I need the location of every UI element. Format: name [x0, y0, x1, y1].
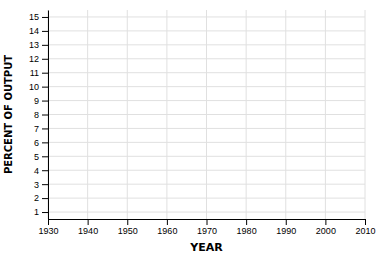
tick: 1950 — [118, 219, 138, 236]
tick-label: 2000 — [316, 226, 336, 236]
tick-mark — [42, 73, 48, 74]
tick: 4 — [34, 166, 48, 176]
tick-label: 1960 — [157, 226, 177, 236]
tick-label: 2 — [34, 193, 39, 203]
tick-label: 6 — [34, 138, 39, 148]
tick: 8 — [34, 110, 48, 120]
grid-line — [48, 72, 365, 73]
tick-label: 1980 — [237, 226, 257, 236]
tick-label: 9 — [34, 96, 39, 106]
tick-label: 12 — [29, 54, 39, 64]
tick: 10 — [29, 82, 48, 92]
tick-mark — [88, 219, 89, 225]
tick-label: 8 — [34, 110, 39, 120]
grid-line — [48, 198, 365, 199]
tick-mark — [42, 156, 48, 157]
tick-mark — [42, 170, 48, 171]
tick-mark — [48, 219, 49, 225]
tick-label: 7 — [34, 124, 39, 134]
tick: 12 — [29, 54, 48, 64]
grid-line — [48, 100, 365, 101]
grid-line — [48, 184, 365, 185]
tick: 11 — [30, 68, 48, 78]
tick: 6 — [34, 138, 48, 148]
tick-label: 15 — [29, 12, 39, 22]
tick: 7 — [34, 124, 48, 134]
tick: 5 — [34, 152, 48, 162]
tick-label: 1990 — [276, 226, 296, 236]
x-axis-title: YEAR — [189, 241, 223, 254]
tick: 15 — [29, 12, 48, 22]
tick-label: 4 — [34, 166, 39, 176]
grid-line — [48, 58, 365, 59]
grid-line — [48, 212, 365, 213]
grid-line — [48, 44, 365, 45]
grid-line — [48, 30, 365, 31]
tick: 1990 — [276, 219, 296, 236]
chart: 1930194019501960197019801990200020101234… — [0, 0, 379, 257]
tick: 3 — [34, 180, 48, 190]
tick: 1940 — [78, 219, 98, 236]
tick: 1970 — [197, 219, 217, 236]
tick-mark — [42, 142, 48, 143]
tick-label: 10 — [29, 82, 39, 92]
tick: 1 — [34, 207, 48, 217]
tick-mark — [42, 198, 48, 199]
tick-mark — [42, 31, 48, 32]
tick-mark — [42, 101, 48, 102]
grid-line — [48, 114, 365, 115]
x-axis: 1930 1940 1950 1960 1970 1980 1990 2000 2010 — [38, 219, 375, 236]
tick: 1930 — [38, 219, 58, 236]
tick-label: 11 — [30, 68, 39, 78]
tick-mark — [42, 115, 48, 116]
tick-label: 13 — [29, 40, 39, 50]
tick-mark — [207, 219, 208, 225]
grid-line — [48, 128, 365, 129]
grid — [48, 10, 365, 219]
tick: 1980 — [237, 219, 257, 236]
tick-label: 1950 — [118, 226, 138, 236]
grid-line — [48, 170, 365, 171]
tick-label: 1 — [34, 207, 39, 217]
grid-line — [48, 156, 365, 157]
tick-mark — [365, 219, 366, 225]
tick-mark — [286, 219, 287, 225]
tick-label: 1940 — [78, 226, 98, 236]
tick-label: 3 — [34, 180, 39, 190]
grid-line — [48, 142, 365, 143]
tick-label: 1970 — [197, 226, 217, 236]
tick-mark — [42, 184, 48, 185]
tick-mark — [42, 45, 48, 46]
tick-mark — [42, 17, 48, 18]
tick-label: 5 — [34, 152, 39, 162]
tick-label: 14 — [29, 26, 39, 36]
tick: 9 — [34, 96, 48, 106]
y-axis-title: PERCENT OF OUTPUT — [3, 55, 14, 174]
axis-line — [48, 11, 49, 220]
tick: 2 — [34, 193, 48, 203]
tick-mark — [42, 212, 48, 213]
tick-mark — [42, 87, 48, 88]
tick-mark — [42, 59, 48, 60]
y-axis: 123456789101112131415 — [29, 11, 49, 220]
grid-line — [48, 86, 365, 87]
tick: 2010 — [355, 219, 375, 236]
tick: 2000 — [316, 219, 336, 236]
tick-mark — [42, 128, 48, 129]
tick-mark — [127, 219, 128, 225]
tick-label: 2010 — [355, 226, 375, 236]
grid-line — [48, 16, 365, 17]
tick-mark — [167, 219, 168, 225]
plot: 1930194019501960197019801990200020101234… — [29, 10, 376, 236]
tick: 14 — [29, 26, 48, 36]
tick: 13 — [29, 40, 48, 50]
tick-mark — [325, 219, 326, 225]
tick-label: 1930 — [38, 226, 58, 236]
tick: 1960 — [157, 219, 177, 236]
tick-mark — [246, 219, 247, 225]
